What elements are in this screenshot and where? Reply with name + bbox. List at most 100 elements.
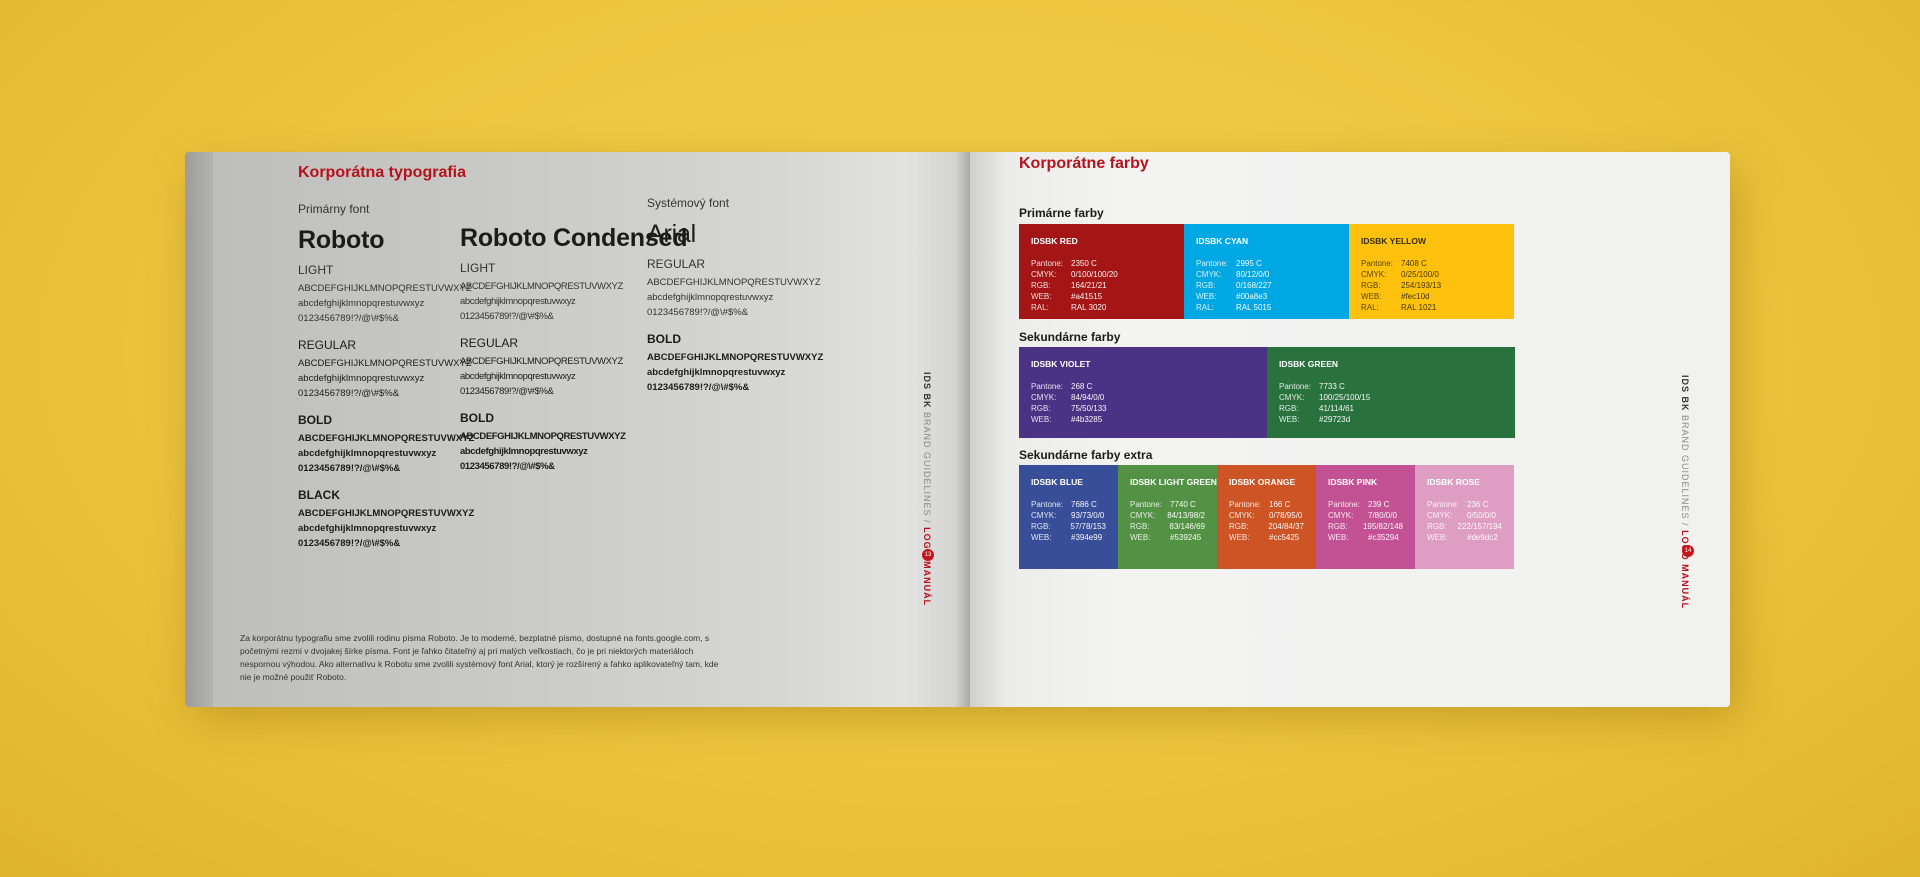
glyph-sample: ABCDEFGHIJKLMNOPQRESTUVWXYZ <box>298 283 472 294</box>
swatch-spec-cmyk: CMYK: 93/73/0/0 <box>1031 510 1106 521</box>
glyph-sample: ABCDEFGHIJKLMNOPQRESTUVWXYZ <box>298 433 475 444</box>
spec-value: 0/25/100/0 <box>1401 270 1439 279</box>
swatch-spec-cmyk: CMYK: 7/80/0/0 <box>1328 510 1403 521</box>
swatch-name: IDSBK LIGHT GREEN <box>1130 477 1217 487</box>
spec-value: 2995 C <box>1236 259 1262 268</box>
font-column-roboto-condensed: Roboto Condensed LIGHT ABCDEFGHIJKLMNOPQR… <box>460 214 688 474</box>
spec-value: 204/84/37 <box>1268 522 1304 531</box>
swatch-spec-web: WEB: #fec10d <box>1361 291 1502 302</box>
swatch-spec-cmyk: CMYK: 0/78/95/0 <box>1229 510 1304 521</box>
spec-key: CMYK: <box>1196 270 1222 279</box>
spec-value: #4b3285 <box>1071 415 1103 424</box>
spec-key: RGB: <box>1427 522 1447 531</box>
spec-value: 195/82/148 <box>1362 522 1403 531</box>
glyph-sample: abcdefghijklmnopqrestuvwxyz <box>647 292 774 303</box>
swatch-spec-ral: RAL: RAL 5015 <box>1196 302 1337 313</box>
swatch-spec-web: WEB: #4b3285 <box>1031 414 1255 425</box>
side-label-manual: LOGO MANUÁL <box>922 527 932 607</box>
glyph-sample: ABCDEFGHIJKLMNOPQRESTUVWXYZ <box>298 358 472 369</box>
glyph-sample: 0123456789!?/@\#$%& <box>460 386 554 397</box>
swatch-spec-web: WEB: #539245 <box>1130 532 1205 543</box>
spec-key: Pantone: <box>1196 259 1229 268</box>
spec-value: 254/193/13 <box>1401 281 1442 290</box>
color-swatch: IDSBK YELLOW Pantone: 7408 C CMYK: 0/25/100/… <box>1349 224 1514 319</box>
color-swatch: IDSBK LIGHT GREEN Pantone: 7740 C CMYK: 84/1… <box>1118 465 1217 569</box>
spec-key: RGB: <box>1031 522 1051 531</box>
swatch-spec-rgb: RGB: 222/157/194 <box>1427 521 1502 532</box>
spec-value: 100/25/100/15 <box>1319 393 1371 402</box>
glyph-sample: 0123456789!?/@\#$%& <box>460 461 555 472</box>
glyph-sample: ABCDEFGHIJKLMNOPQRESTUVWXYZ <box>460 281 623 292</box>
spec-key: RGB: <box>1229 522 1249 531</box>
glyph-sample: abcdefghijklmnopqrestuvwxyz <box>460 296 576 307</box>
swatch-name: IDSBK YELLOW <box>1361 236 1427 246</box>
swatch-spec-cmyk: CMYK: 84/13/98/2 <box>1130 510 1205 521</box>
spec-key: RGB: <box>1279 404 1299 413</box>
spec-key: RGB: <box>1196 281 1216 290</box>
swatch-spec-rgb: RGB: 164/21/21 <box>1031 280 1172 291</box>
font-weight-label: BLACK <box>298 488 340 502</box>
glyph-sample: 0123456789!?/@\#$%& <box>298 538 401 549</box>
spec-value: 2350 C <box>1071 259 1097 268</box>
glyph-sample: 0123456789!?/@\#$%& <box>298 388 400 399</box>
font-name: Roboto <box>298 226 385 254</box>
side-label: IDS BK BRAND GUIDELINES / LOGO MANUÁL <box>922 372 932 606</box>
glyph-sample: ABCDEFGHIJKLMNOPQRESTUVWXYZ <box>647 352 824 363</box>
swatch-spec-pantone: Pantone: 7740 C <box>1130 499 1205 510</box>
spec-value: 84/94/0/0 <box>1071 393 1105 402</box>
spec-value: #fec10d <box>1401 292 1430 301</box>
spec-value: 222/157/194 <box>1457 522 1503 531</box>
spec-value: 84/13/98/2 <box>1167 511 1205 520</box>
spec-key: Pantone: <box>1427 500 1460 509</box>
glyph-sample: abcdefghijklmnopqrestuvwxyz <box>298 523 437 534</box>
system-font-label: Systémový font <box>647 196 730 210</box>
spec-key: WEB: <box>1031 415 1052 424</box>
spec-value: #a41515 <box>1071 292 1103 301</box>
side-label-manual: LOGO MANUÁL <box>1680 530 1690 610</box>
spec-value: 164/21/21 <box>1071 281 1107 290</box>
color-group-title: Sekundárne farby extra <box>1019 448 1153 462</box>
spec-key: RAL: <box>1196 303 1214 312</box>
swatch-spec-cmyk: CMYK: 0/25/100/0 <box>1361 269 1502 280</box>
spec-value: 7408 C <box>1401 259 1427 268</box>
color-group-title: Sekundárne farby <box>1019 330 1121 344</box>
spec-value: 93/73/0/0 <box>1071 511 1105 520</box>
font-name: Roboto Condensed <box>460 224 688 252</box>
swatch-spec-cmyk: CMYK: 80/12/0/0 <box>1196 269 1337 280</box>
swatch-spec-pantone: Pantone: 239 C <box>1328 499 1403 510</box>
spec-value: #cc5425 <box>1269 533 1300 542</box>
spec-key: WEB: <box>1031 292 1052 301</box>
spec-value: #de9dc2 <box>1467 533 1498 542</box>
spec-key: Pantone: <box>1279 382 1312 391</box>
glyph-sample: ABCDEFGHIJKLMNOPQRESTUVWXYZ <box>647 277 821 288</box>
spec-key: Pantone: <box>1031 382 1064 391</box>
spec-value: RAL 5015 <box>1236 303 1272 312</box>
swatch-spec-ral: RAL: RAL 1021 <box>1361 302 1502 313</box>
glyph-sample: abcdefghijklmnopqrestuvwxyz <box>298 448 437 459</box>
primary-font-label: Primárny font <box>298 202 370 216</box>
spec-key: CMYK: <box>1031 270 1057 279</box>
swatch-spec-pantone: Pantone: 236 C <box>1427 499 1502 510</box>
glyph-sample: ABCDEFGHIJKLMNOPQRESTUVWXYZ <box>460 431 626 442</box>
spec-key: Pantone: <box>1328 500 1361 509</box>
swatch-spec-web: WEB: #29723d <box>1279 414 1503 425</box>
glyph-sample: abcdefghijklmnopqrestuvwxyz <box>647 367 786 378</box>
spec-value: 0/100/100/20 <box>1071 270 1118 279</box>
color-swatch: IDSBK ROSE Pantone: 236 C CMYK: 0/50/0/0 RGB:… <box>1415 465 1514 569</box>
spec-key: CMYK: <box>1328 511 1354 520</box>
spec-key: RGB: <box>1361 281 1381 290</box>
glyph-sample: 0123456789!?/@\#$%& <box>298 313 400 324</box>
spec-value: 41/114/61 <box>1319 404 1354 413</box>
swatch-spec-pantone: Pantone: 2995 C <box>1196 258 1337 269</box>
spec-key: WEB: <box>1031 533 1052 542</box>
swatch-spec-rgb: RGB: 83/146/69 <box>1130 521 1205 532</box>
spec-value: 239 C <box>1368 500 1390 509</box>
spec-value: 7/80/0/0 <box>1368 511 1397 520</box>
glyph-sample: abcdefghijklmnopqrestuvwxyz <box>298 298 425 309</box>
swatch-spec-pantone: Pantone: 268 C <box>1031 381 1255 392</box>
glyph-sample: abcdefghijklmnopqrestuvwxyz <box>460 446 588 457</box>
swatch-spec-ral: RAL: RAL 3020 <box>1031 302 1172 313</box>
spec-value: 75/50/133 <box>1071 404 1107 413</box>
spec-key: Pantone: <box>1031 500 1064 509</box>
spec-key: CMYK: <box>1427 511 1453 520</box>
